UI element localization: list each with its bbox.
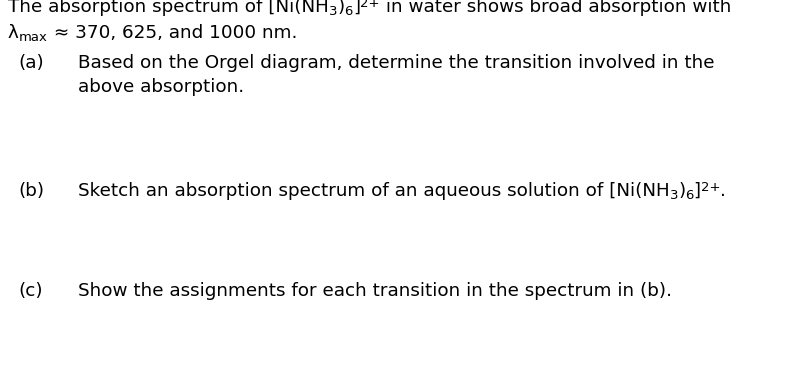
Text: 2+: 2+ <box>701 181 720 194</box>
Text: Sketch an absorption spectrum of an aqueous solution of [Ni(NH: Sketch an absorption spectrum of an aque… <box>78 182 669 200</box>
Text: ): ) <box>337 0 344 16</box>
Text: (c): (c) <box>18 282 43 300</box>
Text: 2+: 2+ <box>360 0 380 10</box>
Text: max: max <box>19 31 48 44</box>
Text: Based on the Orgel diagram, determine the transition involved in the: Based on the Orgel diagram, determine th… <box>78 54 714 72</box>
Text: λ: λ <box>8 24 19 42</box>
Text: ]: ] <box>353 0 360 16</box>
Text: 6: 6 <box>685 189 694 202</box>
Text: The absorption spectrum of [Ni(NH: The absorption spectrum of [Ni(NH <box>8 0 329 16</box>
Text: ): ) <box>678 182 685 200</box>
Text: in water shows broad absorption with: in water shows broad absorption with <box>380 0 731 16</box>
Text: ≈ 370, 625, and 1000 nm.: ≈ 370, 625, and 1000 nm. <box>48 24 297 42</box>
Text: above absorption.: above absorption. <box>78 78 244 96</box>
Text: (b): (b) <box>18 182 44 200</box>
Text: 3: 3 <box>669 189 678 202</box>
Text: (a): (a) <box>18 54 44 72</box>
Text: Show the assignments for each transition in the spectrum in (b).: Show the assignments for each transition… <box>78 282 672 300</box>
Text: .: . <box>720 182 726 200</box>
Text: ]: ] <box>694 182 701 200</box>
Text: 6: 6 <box>344 5 353 18</box>
Text: 3: 3 <box>329 5 337 18</box>
